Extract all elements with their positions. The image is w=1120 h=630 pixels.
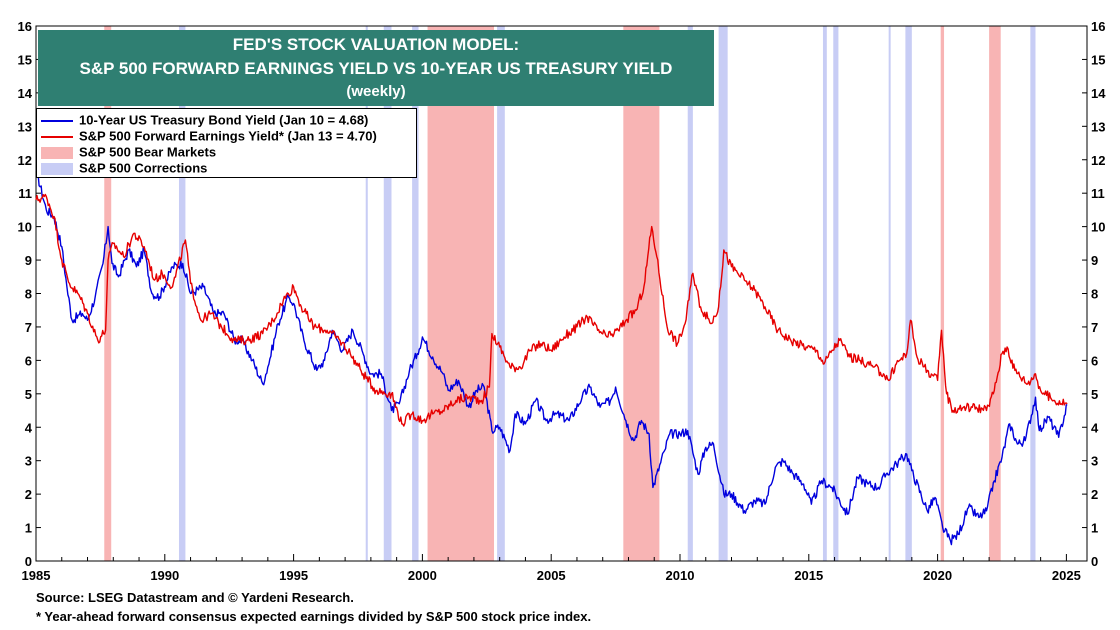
legend-label-earnings: S&P 500 Forward Earnings Yield* (Jan 13 … <box>79 128 377 144</box>
legend-label-corrections: S&P 500 Corrections <box>79 160 208 176</box>
legend-item-corrections: S&P 500 Corrections <box>41 160 207 176</box>
legend-swatch-corrections <box>41 162 73 175</box>
y-tick-label-left-5: 5 <box>25 387 32 402</box>
correction-band-2 <box>383 26 392 561</box>
y-tick-label-right-1: 1 <box>1091 521 1098 536</box>
x-tick-label-2020: 2020 <box>923 568 952 583</box>
legend-label-bear: S&P 500 Bear Markets <box>79 144 217 160</box>
correction-band-11 <box>1030 26 1036 561</box>
series-line-0 <box>35 169 1068 546</box>
y-tick-label-right-2: 2 <box>1091 487 1098 502</box>
source-note: Source: LSEG Datastream and © Yardeni Re… <box>36 590 354 605</box>
correction-band-3 <box>412 26 419 561</box>
chart-title-box: FED'S STOCK VALUATION MODEL: S&P 500 FOR… <box>38 30 714 106</box>
y-tick-label-right-6: 6 <box>1091 353 1098 368</box>
y-tick-label-left-14: 14 <box>18 86 33 101</box>
chart-subtitle: S&P 500 FORWARD EARNINGS YIELD VS 10-YEA… <box>79 59 673 78</box>
x-tick-label-2010: 2010 <box>666 568 695 583</box>
legend-item-earnings: S&P 500 Forward Earnings Yield* (Jan 13 … <box>41 128 377 144</box>
x-tick-label-2025: 2025 <box>1052 568 1081 583</box>
correction-band-6 <box>718 26 728 561</box>
shaded-bands <box>104 26 1036 561</box>
chart-frequency: (weekly) <box>346 83 406 100</box>
correction-band-10 <box>905 26 912 561</box>
y-tick-label-right-8: 8 <box>1091 287 1098 302</box>
legend: 10-Year US Treasury Bond Yield (Jan 10 =… <box>36 108 417 178</box>
correction-band-7 <box>822 26 827 561</box>
y-tick-label-right-3: 3 <box>1091 454 1098 469</box>
y-tick-label-right-10: 10 <box>1091 220 1105 235</box>
x-tick-label-2005: 2005 <box>537 568 566 583</box>
series-lines <box>35 169 1068 546</box>
y-tick-label-left-6: 6 <box>25 353 32 368</box>
y-tick-label-right-15: 15 <box>1091 52 1105 67</box>
y-tick-label-right-4: 4 <box>1091 420 1099 435</box>
correction-band-8 <box>833 26 839 561</box>
y-tick-label-right-11: 11 <box>1091 186 1105 201</box>
correction-band-0 <box>178 26 186 561</box>
correction-band-1 <box>365 26 368 561</box>
y-tick-label-right-5: 5 <box>1091 387 1098 402</box>
y-tick-label-right-9: 9 <box>1091 253 1098 268</box>
x-tick-label-1985: 1985 <box>22 568 51 583</box>
y-tick-label-left-15: 15 <box>18 52 32 67</box>
footnote: * Year-ahead forward consensus expected … <box>36 609 592 624</box>
legend-swatch-treasury <box>41 119 73 122</box>
bear-market-band-2 <box>623 26 660 561</box>
y-tick-label-left-12: 12 <box>18 153 32 168</box>
legend-label-treasury: 10-Year US Treasury Bond Yield (Jan 10 =… <box>79 112 369 128</box>
bear-market-band-1 <box>427 26 495 561</box>
y-tick-label-left-7: 7 <box>25 320 32 335</box>
y-tick-label-left-0: 0 <box>25 554 32 569</box>
y-tick-label-left-2: 2 <box>25 487 32 502</box>
bear-market-band-3 <box>940 26 945 561</box>
legend-item-treasury: 10-Year US Treasury Bond Yield (Jan 10 =… <box>41 112 368 128</box>
series-line-1 <box>35 193 1068 427</box>
y-tick-label-left-10: 10 <box>18 220 32 235</box>
x-tick-label-1995: 1995 <box>279 568 308 583</box>
y-tick-label-right-13: 13 <box>1091 119 1105 134</box>
y-tick-label-left-13: 13 <box>18 119 32 134</box>
y-tick-label-left-4: 4 <box>25 420 33 435</box>
y-tick-label-left-1: 1 <box>25 521 32 536</box>
y-tick-label-left-8: 8 <box>25 287 32 302</box>
legend-item-bear: S&P 500 Bear Markets <box>41 144 216 160</box>
y-tick-label-right-16: 16 <box>1091 19 1105 34</box>
correction-band-9 <box>888 26 891 561</box>
y-tick-label-left-9: 9 <box>25 253 32 268</box>
y-tick-label-right-7: 7 <box>1091 320 1098 335</box>
x-tick-label-1990: 1990 <box>150 568 179 583</box>
legend-swatch-earnings <box>41 135 73 138</box>
y-tick-label-left-11: 11 <box>18 186 32 201</box>
bear-market-band-0 <box>104 26 112 561</box>
legend-swatch-bear <box>41 146 73 159</box>
y-tick-label-left-3: 3 <box>25 454 32 469</box>
y-tick-label-right-0: 0 <box>1091 554 1098 569</box>
y-tick-label-left-16: 16 <box>18 19 32 34</box>
y-tick-label-right-14: 14 <box>1091 86 1106 101</box>
chart-title: FED'S STOCK VALUATION MODEL: <box>232 35 520 54</box>
correction-band-5 <box>687 26 693 561</box>
x-tick-label-2000: 2000 <box>408 568 437 583</box>
x-tick-label-2015: 2015 <box>794 568 823 583</box>
bear-market-band-4 <box>989 26 1001 561</box>
correction-band-4 <box>497 26 505 561</box>
y-tick-label-right-12: 12 <box>1091 153 1105 168</box>
